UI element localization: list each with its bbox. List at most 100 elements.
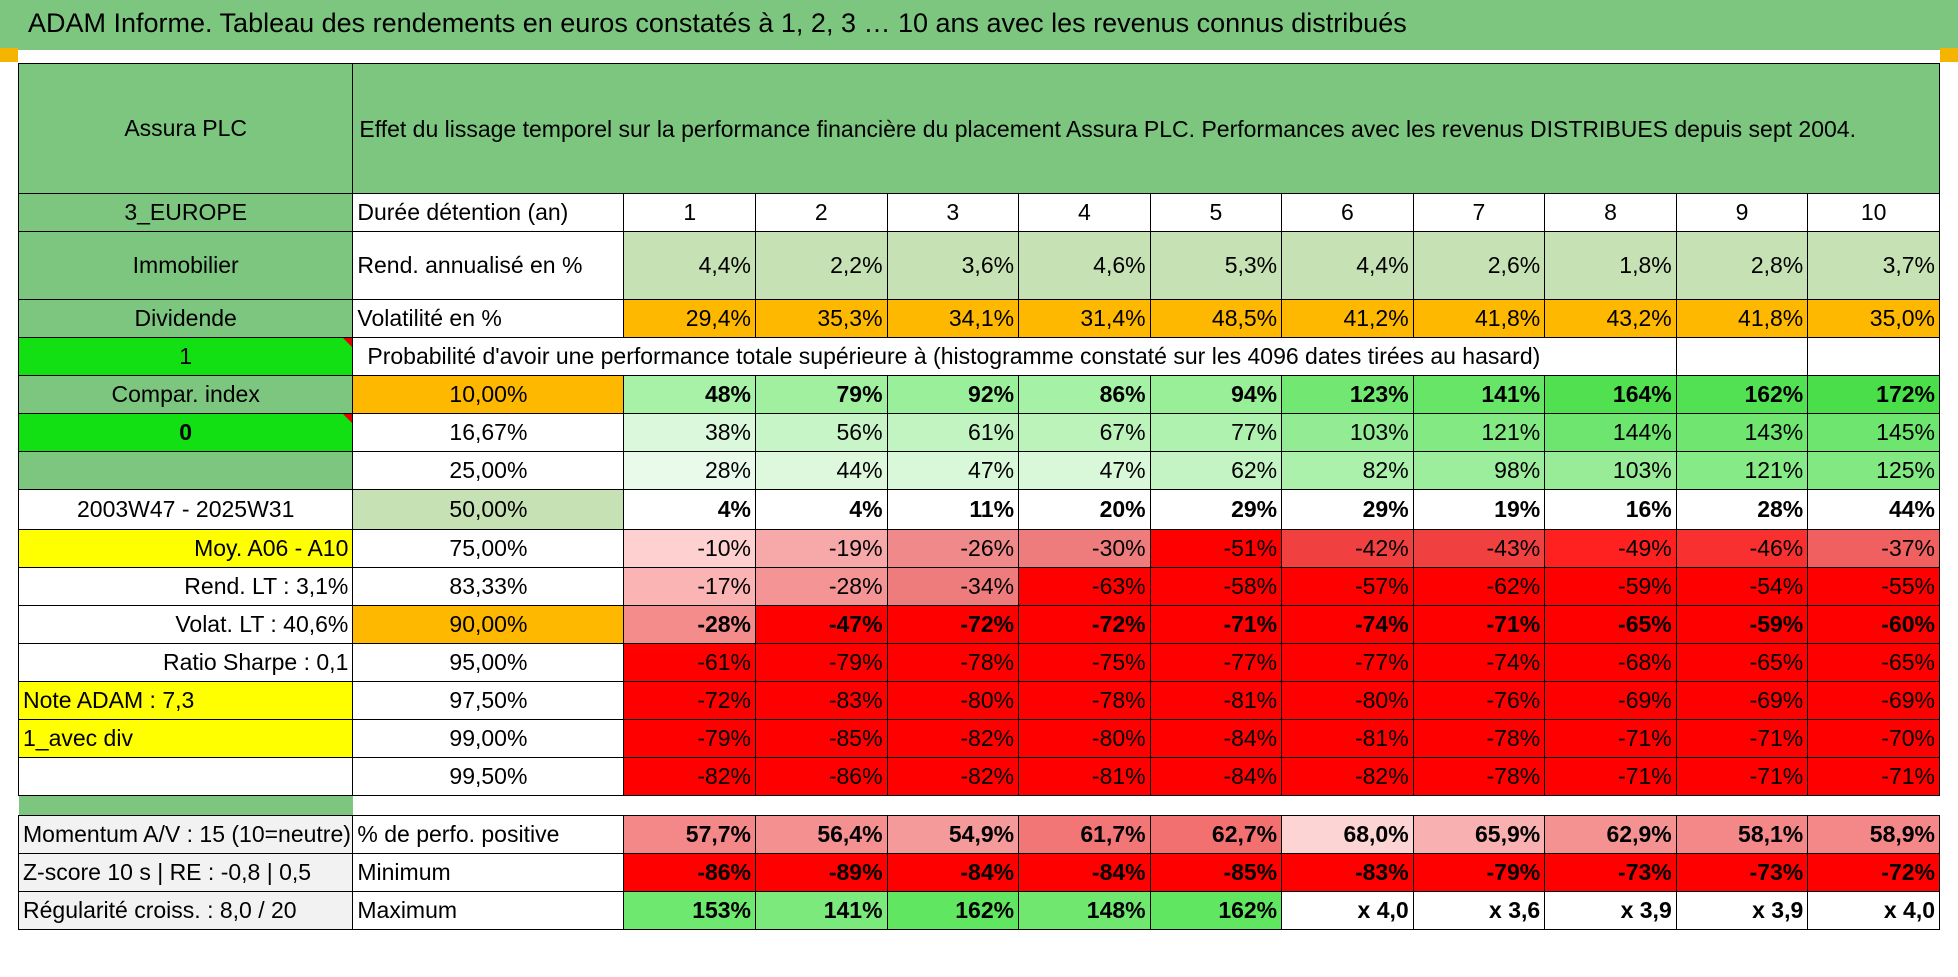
quantile-cell: -79% (623, 719, 757, 758)
max-cell: 162% (886, 891, 1020, 930)
quantile-cell: -78% (886, 643, 1020, 682)
pos-cell: 57,7% (623, 815, 757, 854)
quantile-cell: 67% (1018, 413, 1151, 452)
quantile-cell: -78% (1018, 681, 1151, 720)
year-header-7: 7 (1412, 193, 1546, 232)
quantile-cell: -49% (1544, 529, 1677, 568)
quantile-cell: -71% (1807, 757, 1940, 796)
quantile-label: 16,67% (352, 413, 625, 452)
regularite: Régularité croiss. : 8,0 / 20 (17, 891, 354, 930)
quantile-cell: -82% (886, 757, 1020, 796)
quantile-cell: 141% (1412, 375, 1546, 414)
year-header-8: 8 (1544, 193, 1677, 232)
quantile-cell: -28% (623, 605, 757, 644)
fund-name: Assura PLC (17, 63, 354, 194)
vol-label: Volatilité en % (352, 299, 625, 338)
quantile-cell: 11% (886, 489, 1020, 530)
max-cell: 148% (1018, 891, 1151, 930)
pos-cell: 61,7% (1018, 815, 1151, 854)
min-cell: -86% (623, 853, 757, 892)
quantile-cell: 98% (1412, 451, 1546, 490)
quantile-cell: 103% (1281, 413, 1414, 452)
quantile-cell: -17% (623, 567, 757, 606)
quantile-cell: -65% (1807, 643, 1940, 682)
quantile-cell: -71% (1412, 605, 1546, 644)
rend-cell-2: 2,2% (755, 231, 888, 300)
quantile-cell: -28% (755, 567, 888, 606)
quantile-row: 2003W47 - 2025W31 50,00% 4% 4% 11% 20% 29% 29% 1… (17, 489, 1940, 530)
quantile-row: 25,00% 28% 44% 47% 47% 62% 82% 98% 103% 121% 125% (17, 451, 1940, 490)
stat-row: Z-score 10 s | RE : -0,8 | 0,5 Minimum -86… (17, 853, 1940, 892)
quantile-cell: -69% (1675, 681, 1809, 720)
note-adam: Note ADAM : 7,3 (17, 681, 354, 720)
quantile-cell: 162% (1675, 375, 1809, 414)
quantile-cell: -70% (1807, 719, 1940, 758)
quantile-cell: 16% (1544, 489, 1677, 530)
quantile-cell: -55% (1807, 567, 1940, 606)
quantile-row: Ratio Sharpe : 0,1 95,00% -61% -79% -78% -75%… (17, 643, 1940, 682)
region: 3_EUROPE (17, 193, 354, 232)
quantile-cell: 143% (1675, 413, 1809, 452)
quantile-cell: 82% (1281, 451, 1414, 490)
vol-cell-9: 41,8% (1675, 299, 1809, 338)
quantile-cell: 145% (1807, 413, 1940, 452)
max-cell: x 3,6 (1412, 891, 1546, 930)
quantile-cell: 44% (755, 451, 888, 490)
quantile-label: 75,00% (352, 529, 625, 568)
quantile-cell: -75% (1018, 643, 1151, 682)
max-cell: x 4,0 (1281, 891, 1414, 930)
left-blank-2 (17, 757, 354, 796)
quantile-cell: -43% (1412, 529, 1546, 568)
quantile-cell: -19% (755, 529, 888, 568)
quantile-cell: -77% (1281, 643, 1414, 682)
quantile-cell: 103% (1544, 451, 1677, 490)
sector: Immobilier (17, 231, 354, 300)
pos-cell: 62,9% (1544, 815, 1677, 854)
quantile-cell: 61% (886, 413, 1020, 452)
prob-header-blank-9 (1675, 337, 1809, 376)
quantile-cell: -57% (1281, 567, 1414, 606)
quantile-label: 50,00% (352, 489, 625, 530)
quantile-cell: -62% (1412, 567, 1546, 606)
pos-cell: 58,9% (1807, 815, 1940, 854)
returns-table: Assura PLC Effet du lissage temporel sur… (17, 63, 1940, 930)
vol-cell-8: 43,2% (1544, 299, 1677, 338)
moy-label: Moy. A06 - A10 (17, 529, 354, 568)
max-cell: x 3,9 (1544, 891, 1677, 930)
quantile-label: 83,33% (352, 567, 625, 606)
stat-row: Régularité croiss. : 8,0 / 20 Maximum 153%… (17, 891, 1940, 930)
quantile-cell: -85% (755, 719, 888, 758)
rend-cell-1: 4,4% (623, 231, 757, 300)
quantile-cell: -72% (886, 605, 1020, 644)
year-header-3: 3 (886, 193, 1020, 232)
duration-label: Durée détention (an) (352, 193, 625, 232)
quantile-cell: -82% (886, 719, 1020, 758)
max-cell: x 3,9 (1675, 891, 1809, 930)
min-label: Minimum (352, 853, 625, 892)
quantile-cell: -84% (1149, 719, 1283, 758)
quantile-cell: 172% (1807, 375, 1940, 414)
pos-label: % de perfo. positive (352, 815, 625, 854)
max-cell: 153% (623, 891, 757, 930)
pos-cell: 65,9% (1412, 815, 1546, 854)
quantile-label: 97,50% (352, 681, 625, 720)
quantile-cell: -81% (1281, 719, 1414, 758)
quantile-cell: -79% (755, 643, 888, 682)
quantile-row: 1_avec div 99,00% -79% -85% -82% -80% -84% -81%… (17, 719, 1940, 758)
quantile-cell: -71% (1149, 605, 1283, 644)
left-blank (17, 451, 354, 490)
quantile-label: 10,00% (352, 375, 625, 414)
quantile-cell: -37% (1807, 529, 1940, 568)
max-cell: 162% (1149, 891, 1283, 930)
quantile-row: Note ADAM : 7,3 97,50% -72% -83% -80% -78% -81… (17, 681, 1940, 720)
min-cell: -83% (1281, 853, 1414, 892)
quantile-cell: -69% (1807, 681, 1940, 720)
min-cell: -73% (1544, 853, 1677, 892)
vol-cell-7: 41,8% (1412, 299, 1546, 338)
gap-left (18, 795, 353, 816)
compar-index: Compar. index (17, 375, 354, 414)
quantile-cell: -47% (755, 605, 888, 644)
quantile-cell: 94% (1149, 375, 1283, 414)
quantile-cell: -63% (1018, 567, 1151, 606)
quantile-cell: -61% (623, 643, 757, 682)
